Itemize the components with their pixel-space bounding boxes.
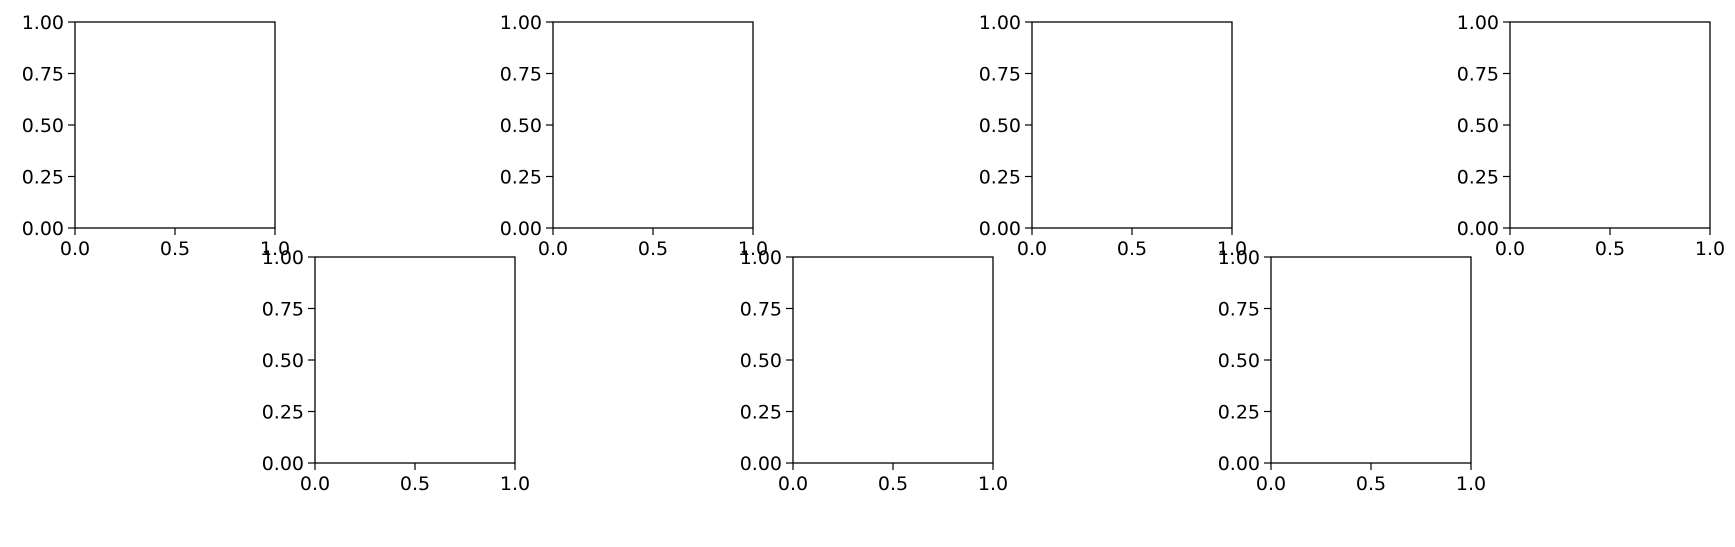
y-tick-label: 0.00 [500,218,542,240]
y-tick-label: 0.00 [1457,218,1499,240]
y-tick-label: 0.00 [740,453,782,475]
subplot-3: 0.0 0.5 1.0 0.00 0.25 0.50 0.75 1.00 [979,12,1247,260]
y-tick-label: 0.25 [22,167,64,189]
y-tick-label: 0.25 [740,402,782,424]
y-tick-label: 1.00 [262,247,304,269]
y-tick-label: 1.00 [500,12,542,34]
subplot-7: 0.0 0.5 1.0 0.00 0.25 0.50 0.75 1.00 [1218,247,1486,495]
subplot-5: 0.0 0.5 1.0 0.00 0.25 0.50 0.75 1.00 [262,247,530,495]
subplot-6: 0.0 0.5 1.0 0.00 0.25 0.50 0.75 1.00 [740,247,1008,495]
x-tick-label: 0.5 [878,473,908,495]
axes-frame [1270,256,1472,464]
y-tick-label: 0.25 [500,167,542,189]
y-tick-label: 0.75 [740,299,782,321]
y-tick-label: 0.50 [1218,350,1260,372]
y-tick-label: 0.75 [500,64,542,86]
x-tick-label: 1.0 [260,238,290,260]
axes-frame [314,256,516,464]
x-tick-label: 0.5 [400,473,430,495]
y-tick-label: 0.00 [1218,453,1260,475]
x-tick-label: 0.0 [538,238,568,260]
y-tick-label: 0.75 [979,64,1021,86]
y-tick-label: 0.50 [262,350,304,372]
subplot-2: 0.0 0.5 1.0 0.00 0.25 0.50 0.75 1.00 [500,12,768,260]
x-tick-label: 1.0 [738,238,768,260]
axes-frame [792,256,994,464]
y-tick-label: 0.75 [262,299,304,321]
y-tick-label: 0.50 [979,115,1021,137]
y-tick-label: 0.50 [1457,115,1499,137]
x-tick-label: 1.0 [1217,238,1247,260]
x-tick-label: 1.0 [978,473,1008,495]
x-tick-label: 0.0 [1495,238,1525,260]
y-tick-label: 0.50 [500,115,542,137]
y-tick-label: 0.25 [1457,167,1499,189]
axes-frame [74,21,276,229]
y-tick-label: 1.00 [979,12,1021,34]
axes-frame [1031,21,1233,229]
y-tick-label: 0.75 [22,64,64,86]
x-tick-label: 0.5 [1117,238,1147,260]
x-tick-label: 0.5 [160,238,190,260]
y-tick-label: 1.00 [22,12,64,34]
x-tick-label: 0.0 [1256,473,1286,495]
x-tick-label: 0.5 [638,238,668,260]
x-tick-label: 0.0 [60,238,90,260]
y-tick-label: 0.00 [262,453,304,475]
x-tick-label: 0.0 [778,473,808,495]
axes-frame [552,21,754,229]
y-tick-label: 0.00 [22,218,64,240]
y-tick-label: 0.75 [1218,299,1260,321]
y-tick-label: 0.25 [979,167,1021,189]
y-tick-label: 0.75 [1457,64,1499,86]
x-tick-label: 0.5 [1356,473,1386,495]
x-tick-label: 1.0 [1695,238,1725,260]
axes-layer: 0.0 0.5 1.00.000.250.500.751.000.0 0.5 1.00.… [22,12,1725,495]
y-tick-label: 0.00 [979,218,1021,240]
y-tick-label: 1.00 [740,247,782,269]
x-tick-label: 0.0 [1017,238,1047,260]
y-tick-label: 1.00 [1218,247,1260,269]
x-tick-label: 0.5 [1595,238,1625,260]
y-tick-label: 0.50 [22,115,64,137]
y-tick-label: 0.50 [740,350,782,372]
y-tick-label: 0.25 [262,402,304,424]
x-tick-label: 1.0 [500,473,530,495]
subplot-1: 0.0 0.5 1.0 0.00 0.25 0.50 0.75 1.00 [22,12,290,260]
x-tick-label: 1.0 [1456,473,1486,495]
y-tick-label: 0.25 [1218,402,1260,424]
subplot-4: 0.0 0.5 1.0 0.00 0.25 0.50 0.75 1.00 [1457,12,1725,260]
axes-frame [1509,21,1711,229]
y-tick-label: 1.00 [1457,12,1499,34]
x-tick-label: 0.0 [300,473,330,495]
